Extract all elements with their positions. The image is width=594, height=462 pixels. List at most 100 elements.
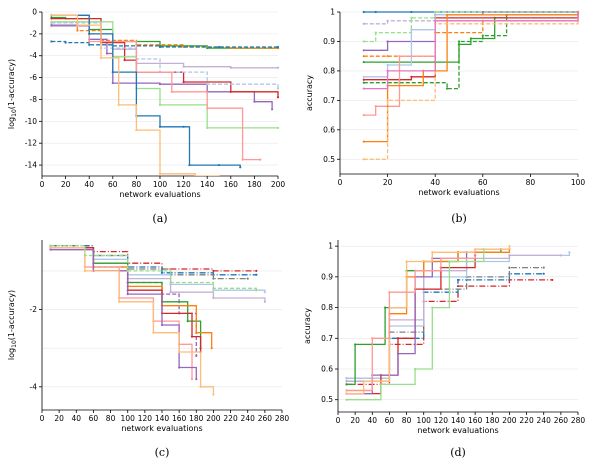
y-tick-label: 0.9 xyxy=(323,37,335,46)
x-tick-label: 180 xyxy=(247,180,262,189)
x-tick-label: 160 xyxy=(224,180,239,189)
data-point xyxy=(434,13,437,17)
data-point xyxy=(457,40,461,43)
data-point xyxy=(158,125,162,128)
x-tick-label: 80 xyxy=(526,178,536,187)
data-point xyxy=(229,90,232,93)
data-point xyxy=(362,158,365,161)
data-point xyxy=(135,128,138,132)
y-tick-label: 0.8 xyxy=(321,303,333,312)
x-tick-label: 160 xyxy=(172,414,187,423)
data-point xyxy=(49,248,52,251)
data-point xyxy=(386,19,389,22)
data-point xyxy=(276,66,280,69)
data-point xyxy=(118,300,121,303)
data-point xyxy=(241,158,244,161)
data-point xyxy=(542,266,545,269)
y-tick-label: 0.5 xyxy=(321,395,333,404)
series-line xyxy=(346,279,553,386)
series-line xyxy=(346,273,544,382)
data-point xyxy=(414,269,417,272)
x-tick-label: 20 xyxy=(54,414,64,423)
y-tick-label: 1 xyxy=(330,8,335,17)
data-point xyxy=(50,40,53,43)
y-tick-label: 0.9 xyxy=(321,272,333,281)
chart-panel-b: 0.5 0.6 0.7 0.8 0.9 1 0 20 40 60 80 100 network eval… xyxy=(305,8,585,226)
y-tick-label: -4 xyxy=(30,382,38,391)
x-tick-label: 160 xyxy=(468,416,483,425)
data-point xyxy=(206,126,209,129)
y-tick-label: -10 xyxy=(25,117,37,126)
data-point xyxy=(169,281,172,284)
x-tick-label: 0 xyxy=(40,180,45,189)
data-point xyxy=(263,300,266,303)
data-point xyxy=(194,174,197,176)
data-point xyxy=(88,40,91,43)
x-tick-label: 0 xyxy=(338,178,343,187)
data-point xyxy=(386,69,389,73)
data-point xyxy=(456,278,460,282)
data-point xyxy=(195,377,198,381)
x-tick-label: 240 xyxy=(241,414,256,423)
y-tick-label: 0 xyxy=(32,8,37,17)
x-tick-label: 140 xyxy=(155,414,170,423)
data-point xyxy=(170,90,173,93)
data-point xyxy=(83,254,86,257)
y-tick-label: -12 xyxy=(25,139,37,148)
series-line xyxy=(363,12,579,57)
data-point xyxy=(50,14,53,17)
series-line xyxy=(363,12,579,63)
data-point xyxy=(469,37,472,40)
panel-caption: (c) xyxy=(155,446,170,459)
data-point xyxy=(388,291,391,294)
data-point xyxy=(76,24,79,27)
data-point xyxy=(88,43,91,46)
data-point xyxy=(246,277,249,280)
data-point xyxy=(210,347,213,350)
y-tick-label: -4 xyxy=(30,51,38,60)
data-point xyxy=(374,105,377,108)
data-point xyxy=(276,96,280,99)
y-tick-label: 0.8 xyxy=(323,66,335,75)
data-point xyxy=(434,10,437,14)
series-line xyxy=(51,14,261,161)
y-tick-label: -6 xyxy=(30,73,38,82)
data-point xyxy=(188,163,191,167)
data-point xyxy=(446,87,449,90)
y-tick-label: -2 xyxy=(30,305,38,314)
x-tick-label: 60 xyxy=(108,180,118,189)
chart-panel-c: -4 -2 0 20 40 60 80 100 120 140 160 180 200 220 240 260… xyxy=(7,240,289,459)
data-point xyxy=(474,248,477,251)
data-point xyxy=(212,277,215,280)
data-point xyxy=(263,291,266,294)
data-point xyxy=(362,10,365,14)
data-point xyxy=(186,320,189,323)
data-point xyxy=(482,248,485,251)
data-point xyxy=(474,251,477,254)
data-point xyxy=(158,45,162,49)
data-point xyxy=(386,99,389,102)
x-tick-label: 20 xyxy=(350,416,360,425)
data-point xyxy=(345,392,348,395)
data-point xyxy=(111,71,114,74)
data-point xyxy=(374,31,377,34)
x-axis-label: network evaluations xyxy=(121,424,202,433)
data-point xyxy=(431,306,434,309)
y-axis-label: accuracy xyxy=(303,308,312,344)
data-point xyxy=(199,385,202,388)
data-point xyxy=(371,337,374,340)
data-point xyxy=(212,287,215,290)
data-point xyxy=(50,17,53,20)
data-point xyxy=(446,13,449,17)
series-line xyxy=(346,246,511,395)
data-point xyxy=(345,398,348,401)
data-point xyxy=(182,65,185,68)
series-line xyxy=(50,249,197,380)
y-tick-label: -14 xyxy=(25,161,37,170)
data-point xyxy=(276,45,280,49)
series-line xyxy=(50,245,257,291)
data-point xyxy=(276,87,280,90)
data-point xyxy=(212,393,215,396)
x-tick-label: 140 xyxy=(451,416,466,425)
chart-panel-d: 0.5 0.6 0.7 0.8 0.9 1 0 20 40 60 80 100 120 140 160 180… xyxy=(303,240,585,459)
